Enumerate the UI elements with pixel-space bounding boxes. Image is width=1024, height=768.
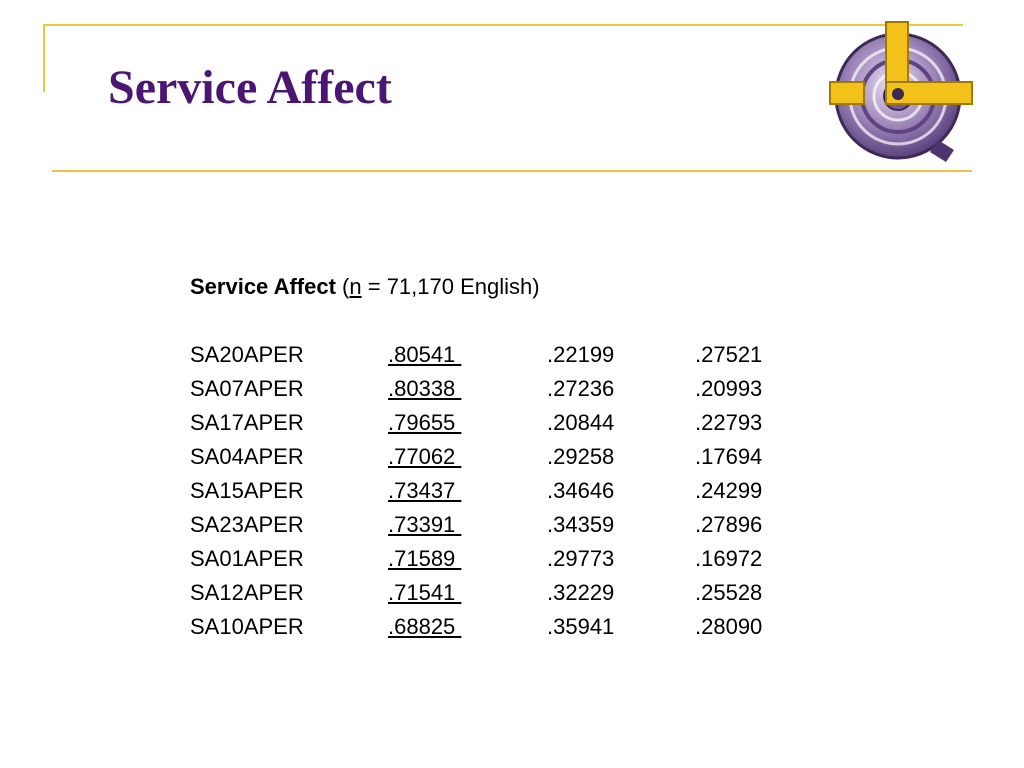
third-loading: .28090 [695, 614, 763, 639]
primary-loading: .71589 [388, 546, 462, 571]
table-row: SA07APER .80338 .27236 .20993 [190, 372, 762, 406]
primary-loading: .77062 [388, 444, 462, 469]
third-loading: .25528 [695, 580, 763, 605]
item-code: SA07APER [190, 376, 304, 401]
third-loading: .27896 [695, 512, 763, 537]
second-loading: .27236 [547, 376, 615, 401]
primary-loading: .79655 [388, 410, 462, 435]
frame-left-line [43, 24, 45, 92]
item-code: SA20APER [190, 342, 304, 367]
third-loading: .16972 [695, 546, 763, 571]
second-loading: .20844 [547, 410, 615, 435]
item-code: SA12APER [190, 580, 304, 605]
primary-loading: .68825 [388, 614, 462, 639]
primary-loading: .71541 [388, 580, 462, 605]
table-row: SA12APER .71541 .32229 .25528 [190, 576, 762, 610]
item-code: SA23APER [190, 512, 304, 537]
spacer [190, 304, 540, 338]
table-row: SA20APER .80541 .22199 .27521 [190, 338, 762, 372]
table-row: SA23APER .73391 .34359 .27896 [190, 508, 762, 542]
table-row: SA01APER .71589 .29773 .16972 [190, 542, 762, 576]
third-loading: .17694 [695, 444, 763, 469]
frame-top-line [43, 24, 963, 26]
table-row: SA15APER .73437 .34646 .24299 [190, 474, 762, 508]
heading-n: n [349, 274, 362, 299]
table-row: SA17APER .79655 .20844 .22793 [190, 406, 762, 440]
table-row: SA04APER .77062 .29258 .17694 [190, 440, 762, 474]
item-code: SA10APER [190, 614, 304, 639]
second-loading: .34646 [547, 478, 615, 503]
second-loading: .32229 [547, 580, 615, 605]
second-loading: .29773 [547, 546, 615, 571]
slide-title: Service Affect [108, 61, 392, 114]
primary-loading: .80541 [388, 342, 462, 367]
loadings-table: SA20APER .80541 .22199 .27521 SA07APER .803… [190, 338, 762, 644]
second-loading: .35941 [547, 614, 615, 639]
primary-loading: .80338 [388, 376, 462, 401]
primary-loading: .73391 [388, 512, 462, 537]
heading-label: Service Affect [190, 274, 336, 299]
item-code: SA04APER [190, 444, 304, 469]
table-row: SA10APER .68825 .35941 .28090 [190, 610, 762, 644]
heading-open: ( [335, 274, 350, 299]
third-loading: .24299 [695, 478, 763, 503]
target-with-l-arm-icon [829, 21, 973, 162]
loadings-block: Service Affect (n = 71,170 English) SA20… [190, 270, 762, 644]
third-loading: .27521 [695, 342, 763, 367]
second-loading: .34359 [547, 512, 615, 537]
heading-sample-size: = 71,170 English) [361, 274, 540, 299]
third-loading: .20993 [695, 376, 763, 401]
item-code: SA15APER [190, 478, 304, 503]
third-loading: .22793 [695, 410, 763, 435]
table-heading: Service Affect (n = 71,170 English) [190, 270, 540, 304]
second-loading: .29258 [547, 444, 615, 469]
title-underline [52, 170, 972, 172]
item-code: SA01APER [190, 546, 304, 571]
item-code: SA17APER [190, 410, 304, 435]
second-loading: .22199 [547, 342, 615, 367]
primary-loading: .73437 [388, 478, 462, 503]
